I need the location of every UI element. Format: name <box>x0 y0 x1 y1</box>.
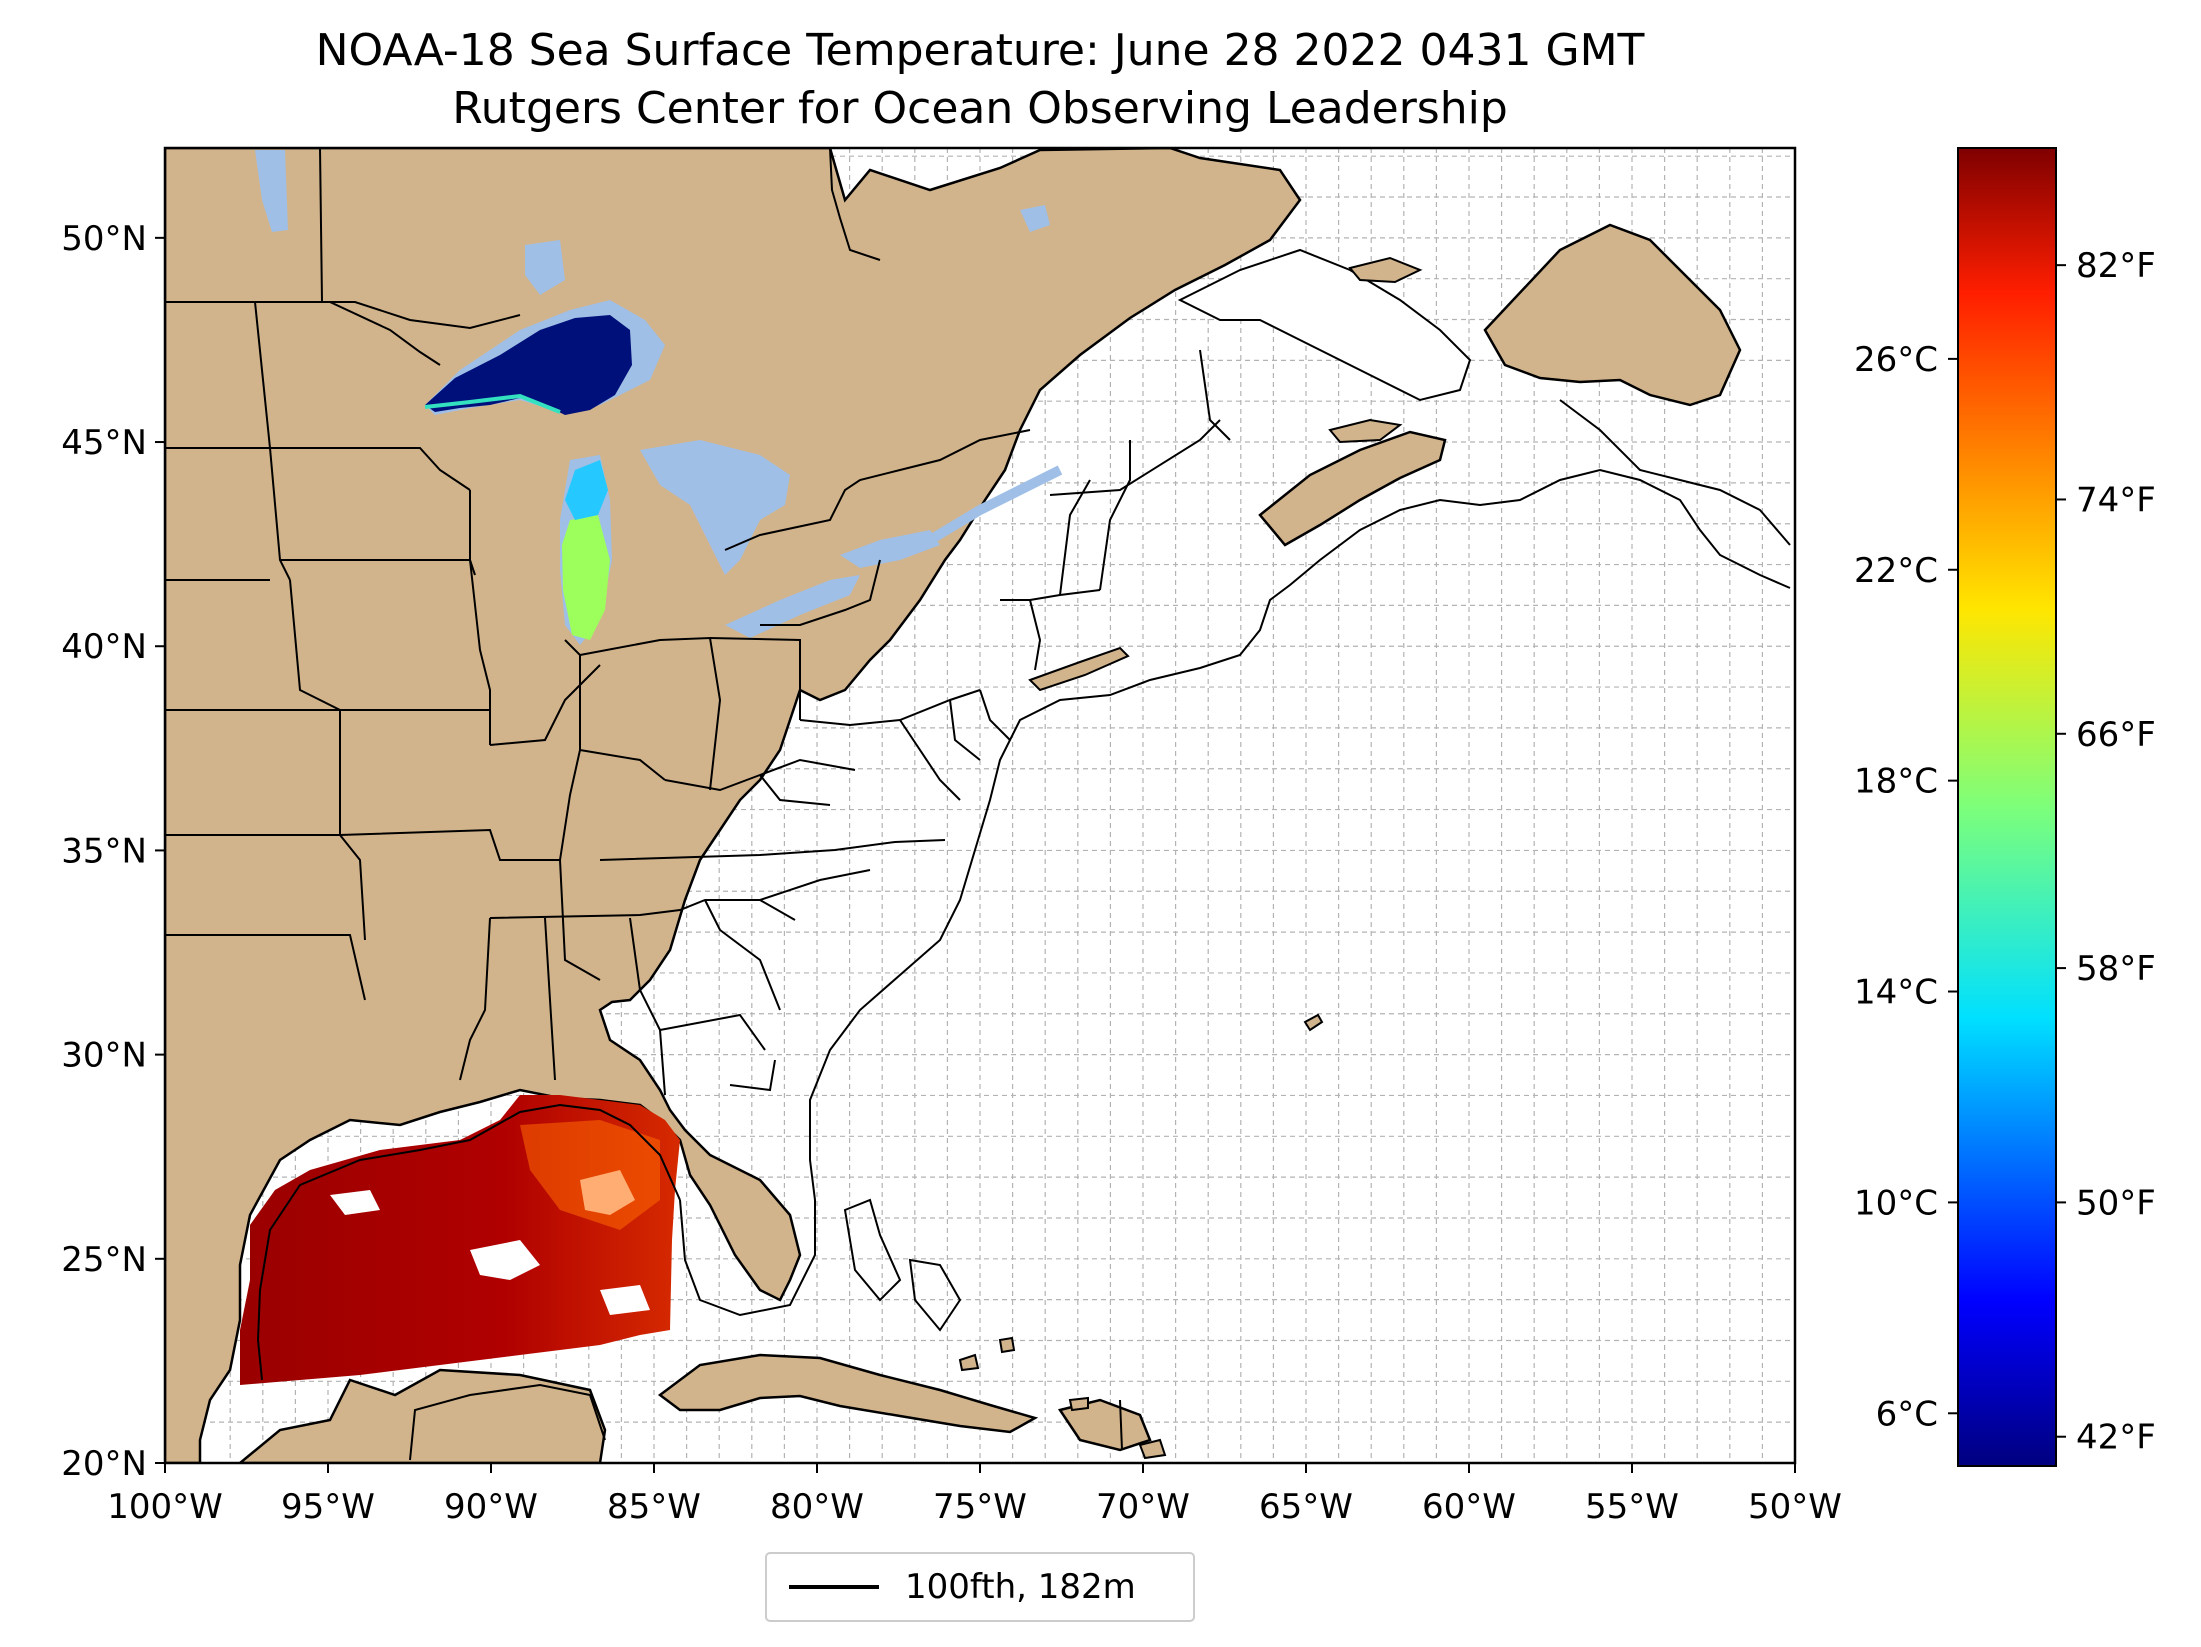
gulf-of-st-lawrence <box>1177 248 1472 402</box>
cuba-land <box>657 1353 1039 1434</box>
lake-huron <box>640 440 790 575</box>
title-line-2: Rutgers Center for Ocean Observing Leade… <box>452 83 1508 134</box>
lake-erie <box>725 575 860 638</box>
st-lawrence-river <box>927 465 1063 545</box>
political-borders <box>165 148 1231 1096</box>
fahrenheit-tick-label: 82°F <box>2076 246 2156 286</box>
colorbar-fahrenheit-axis: 42°F 50°F 58°F 66°F 74°F 82°F <box>2056 246 2156 1458</box>
fahrenheit-tick-label: 42°F <box>2076 1418 2156 1458</box>
isobath-grand-banks <box>1559 399 1791 546</box>
lon-tick-label: 65°W <box>1259 1487 1353 1527</box>
sst-cloud-gap-1 <box>470 1240 540 1280</box>
lat-tick-label: 30°N <box>61 1036 147 1076</box>
longitude-axis: 100°W 95°W 90°W 85°W 80°W 75°W 70°W 65°W 60°W 55°… <box>107 1463 1842 1527</box>
nova-scotia-land <box>1258 430 1447 547</box>
fahrenheit-tick-label: 58°F <box>2076 949 2156 989</box>
colorbar <box>1957 147 2057 1467</box>
isobath-gulf <box>256 1103 681 1381</box>
celsius-tick-label: 14°C <box>1854 973 1938 1013</box>
celsius-tick-label: 26°C <box>1854 340 1938 380</box>
lat-tick-label: 40°N <box>61 627 147 667</box>
fahrenheit-tick-label: 50°F <box>2076 1183 2156 1223</box>
fahrenheit-tick-label: 66°F <box>2076 715 2156 755</box>
lon-tick-label: 50°W <box>1748 1487 1842 1527</box>
colorbar-celsius-axis: 6°C 10°C 14°C 18°C 22°C 26°C <box>1854 340 1958 1434</box>
lon-tick-label: 60°W <box>1422 1487 1516 1527</box>
anticosti-island <box>1348 256 1423 284</box>
isobath-atlantic <box>679 468 1791 1317</box>
lake-ontario <box>840 530 940 568</box>
lat-tick-label: 20°N <box>61 1444 147 1484</box>
lon-tick-label: 95°W <box>281 1487 375 1527</box>
sst-warm-patch <box>520 1120 660 1230</box>
isobath-bahamas-2 <box>908 1258 962 1332</box>
lon-tick-label: 100°W <box>107 1487 223 1527</box>
bahamas-cays <box>958 1336 1167 1460</box>
celsius-tick-label: 10°C <box>1854 1183 1938 1223</box>
lat-tick-label: 25°N <box>61 1240 147 1280</box>
sst-superior-edge <box>424 393 561 414</box>
isobath-yucatan <box>409 1383 606 1461</box>
lon-tick-label: 90°W <box>444 1487 538 1527</box>
lon-tick-label: 55°W <box>1585 1487 1679 1527</box>
lon-tick-label: 75°W <box>933 1487 1027 1527</box>
lake-nipigon <box>525 240 565 295</box>
isobath-bahamas <box>843 1198 902 1302</box>
sst-lake-superior <box>425 315 632 415</box>
celsius-tick-label: 22°C <box>1854 551 1938 591</box>
lake-winnipeg-area <box>255 150 288 232</box>
lat-tick-label: 45°N <box>61 423 147 463</box>
hispaniola-land <box>1057 1398 1152 1452</box>
lon-tick-label: 80°W <box>770 1487 864 1527</box>
celsius-tick-label: 18°C <box>1854 762 1938 802</box>
title-line-1: NOAA-18 Sea Surface Temperature: June 28… <box>315 25 1645 76</box>
lat-tick-label: 35°N <box>61 831 147 871</box>
sst-cloud-gap-3 <box>330 1190 380 1215</box>
lat-tick-label: 50°N <box>61 219 147 259</box>
pei-island <box>1328 418 1403 444</box>
bermuda <box>1303 1013 1324 1032</box>
haiti-border <box>1119 1399 1123 1451</box>
lake-st-john <box>1020 205 1050 232</box>
map-title: NOAA-18 Sea Surface Temperature: June 28… <box>165 22 1795 138</box>
latitude-axis: 20°N 25°N 30°N 35°N 40°N 45°N 50°N <box>61 219 165 1484</box>
legend-line-swatch <box>789 1585 879 1589</box>
legend-label: 100fth, 182m <box>905 1567 1136 1607</box>
sst-cloud-gap-4 <box>600 1285 650 1315</box>
sst-lake-michigan-north <box>565 460 608 520</box>
long-island <box>1028 646 1130 692</box>
newfoundland-land <box>1483 223 1742 407</box>
fahrenheit-tick-label: 74°F <box>2076 480 2156 520</box>
lon-tick-label: 85°W <box>607 1487 701 1527</box>
celsius-tick-label: 6°C <box>1876 1394 1938 1434</box>
lon-tick-label: 70°W <box>1096 1487 1190 1527</box>
yucatan-land <box>238 1368 607 1463</box>
map-legend: 100fth, 182m <box>765 1552 1195 1622</box>
sst-lake-michigan <box>562 515 610 640</box>
